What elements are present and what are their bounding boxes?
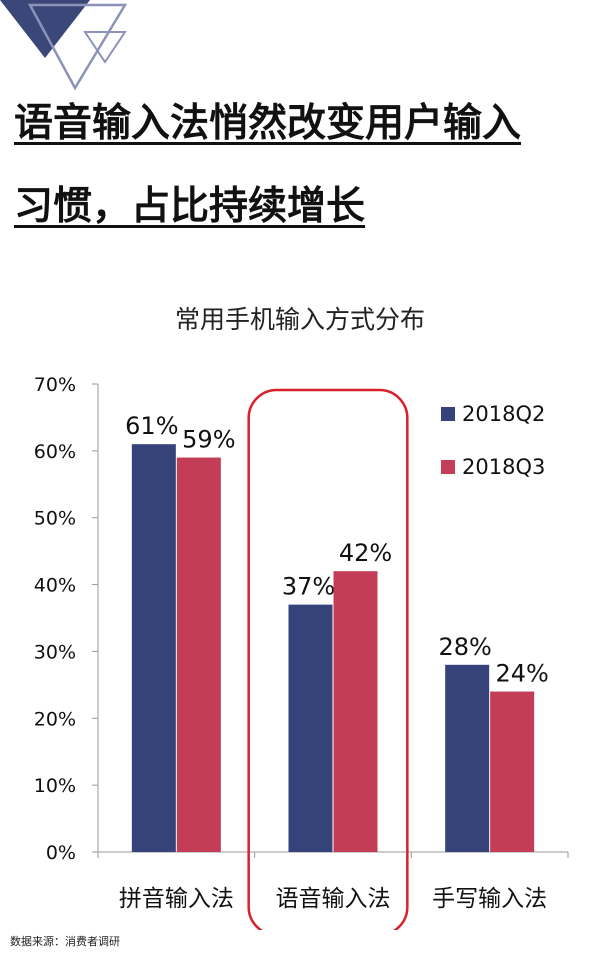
x-category-label: 拼音输入法 bbox=[119, 886, 234, 912]
y-tick-label: 40% bbox=[34, 575, 76, 597]
y-tick-label: 60% bbox=[34, 441, 76, 463]
logo-dark-triangle bbox=[0, 0, 90, 58]
legend-label-2018q2: 2018Q2 bbox=[462, 402, 545, 426]
bar-chart: 常用手机输入方式分布 0% 10% 20% 30% 40% 50% 60% 70% 61% 59% 拼… bbox=[34, 305, 569, 930]
y-tick-label: 50% bbox=[34, 508, 76, 530]
bar-2018q2-3 bbox=[445, 664, 490, 852]
legend-swatch-2018q3 bbox=[441, 460, 455, 474]
y-tick-label: 0% bbox=[46, 842, 76, 864]
legend-label-2018q3: 2018Q3 bbox=[462, 455, 545, 479]
bar-2018q3-2 bbox=[333, 571, 378, 852]
legend-swatch-2018q2 bbox=[441, 407, 455, 421]
data-label: 28% bbox=[438, 633, 491, 661]
y-tick-label: 10% bbox=[34, 775, 76, 797]
x-category-label: 手写输入法 bbox=[432, 886, 547, 912]
bar-2018q3-3 bbox=[490, 691, 535, 852]
headline-line-2: 习惯，占比持续增长 bbox=[14, 184, 366, 229]
data-label: 59% bbox=[182, 426, 235, 454]
data-label: 24% bbox=[495, 660, 548, 688]
data-label: 61% bbox=[125, 412, 178, 440]
logo-outline-triangle bbox=[27, 3, 128, 91]
data-label: 42% bbox=[339, 539, 392, 567]
highlight-box bbox=[247, 388, 409, 930]
source-note: 数据来源：消费者调研 bbox=[10, 935, 120, 948]
bar-2018q2-1 bbox=[131, 444, 176, 852]
data-label: 37% bbox=[282, 573, 335, 601]
logo-small-triangle bbox=[83, 31, 127, 64]
headline-line-1: 语音输入法悄然改变用户输入 bbox=[14, 101, 522, 146]
y-tick-label: 20% bbox=[34, 708, 76, 730]
x-category-label: 语音输入法 bbox=[276, 886, 391, 912]
triangle-logo-icon bbox=[0, 0, 128, 91]
bar-2018q3-1 bbox=[176, 457, 221, 852]
bar-2018q2-2 bbox=[288, 604, 333, 852]
y-tick-label: 30% bbox=[34, 641, 76, 663]
y-tick-label: 70% bbox=[34, 374, 76, 396]
chart-title: 常用手机输入方式分布 bbox=[175, 305, 425, 334]
